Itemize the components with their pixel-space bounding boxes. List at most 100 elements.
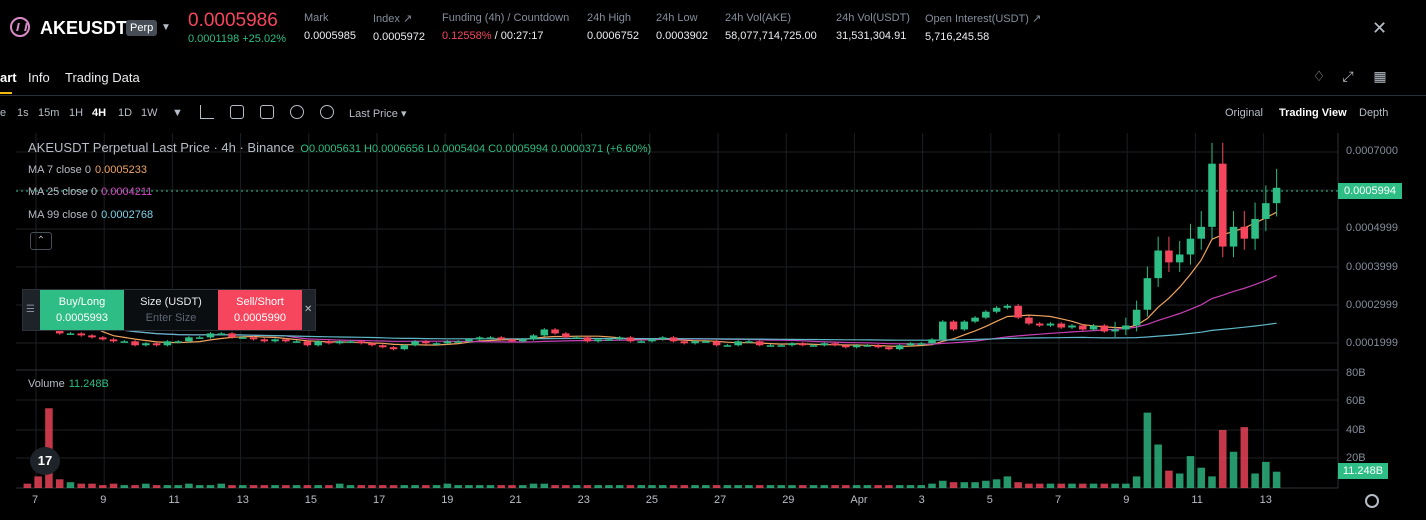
candle-body [475,337,484,340]
close-icon[interactable]: ✕ [1372,18,1388,38]
collapse-legend-button[interactable]: ⌃ [30,232,52,250]
time-axis-label: 13 [1259,494,1272,506]
interval-1h[interactable]: 1H [69,107,84,119]
volume-bar [271,485,279,488]
interval-15m[interactable]: 15m [38,107,60,119]
candle-body [142,343,150,346]
volume-bar [454,485,462,488]
view-trading-view[interactable]: Trading View [1279,107,1347,119]
add-indicator-icon[interactable] [290,105,304,119]
candle-body [852,345,861,348]
candle-body [1229,226,1238,247]
volume-bar [1057,483,1065,488]
candle-body [206,333,215,338]
stat-index[interactable]: Index ↗ 0.0005972 [373,13,425,43]
candle-body [1219,163,1227,247]
expand-icon[interactable]: ⤢ [1342,68,1354,84]
camera-icon[interactable] [260,105,274,119]
candle-body [486,337,495,339]
chart-settings-icon[interactable] [1365,494,1379,508]
candle-body [389,347,398,350]
symbol-dropdown-icon[interactable]: ▼ [161,22,171,33]
chart-legend: AKEUSDT Perpetual Last Price · 4h · Bina… [28,140,651,155]
bell-icon[interactable]: ♢ [1312,68,1326,84]
interval-1w[interactable]: 1W [141,107,158,119]
time-axis-label: 11 [168,494,180,506]
candle-body [282,339,290,342]
candle-body [174,341,182,343]
volume-bar [443,483,452,488]
candle-body [1089,325,1098,330]
symbol-name[interactable]: AKEUSDT [40,18,128,38]
volume-bar [1100,483,1109,488]
candle-body [346,341,355,343]
volume-bar [637,485,645,488]
size-input[interactable]: Size (USDT) Enter Size [124,290,218,330]
volume-axis-label: 80B [1346,367,1366,379]
candle-body [702,341,710,343]
candle-body [960,321,969,330]
candle-type-icon[interactable] [230,105,244,119]
interval-1d[interactable]: 1D [118,107,133,119]
candle-body [949,321,958,330]
interval-1s[interactable]: 1s [17,107,29,119]
stat-24h-low: 24h Low 0.0003902 [656,12,708,42]
candle-body [163,341,172,346]
chart-toolbar: e 1s 15m 1H 4H 1D 1W ▼ Last Price ▾ Orig… [0,104,1426,124]
interval-more-icon[interactable]: ▼ [172,107,183,119]
sell-short-button[interactable]: Sell/Short 0.0005990 [218,290,302,330]
tab-trading-data[interactable]: Trading Data [65,70,140,85]
volume-bar [648,485,656,488]
volume-bar [734,485,742,488]
volume-bar [88,483,96,488]
price-axis-label: 0.0003999 [1346,261,1398,273]
drag-handle-icon[interactable]: ☰ [26,304,35,315]
time-axis-label: 21 [509,494,522,506]
settings-icon[interactable] [320,105,334,119]
volume-bar [788,485,796,488]
candle-body [303,341,312,346]
chart-legend-title: AKEUSDT Perpetual Last Price · 4h · Bina… [28,140,295,155]
candle-body [217,333,225,335]
volume-bar [486,485,495,488]
tradingview-logo-icon[interactable]: 17 [30,447,60,475]
view-original[interactable]: Original [1225,107,1263,119]
candle-body [432,343,441,345]
candle-body [508,339,516,342]
candle-body [820,343,829,346]
volume-bar [605,485,613,488]
volume-bar [1068,483,1076,488]
candle-body [1035,323,1044,326]
candle-body [260,339,269,342]
volume-bar [99,485,107,488]
buy-long-button[interactable]: Buy/Long 0.0005993 [40,290,124,330]
candle-body [292,341,301,343]
volume-bar [519,485,527,488]
candle-body [842,345,850,348]
candle-body [723,345,732,347]
interval-time[interactable]: e [0,107,7,119]
stat-open-interest[interactable]: Open Interest(USDT) ↗ 5,716,245.58 [925,13,1042,43]
tab-info[interactable]: Info [28,70,50,85]
time-axis-label: 19 [441,494,454,506]
volume-bar [239,485,247,488]
stat-funding: Funding (4h) / Countdown 0.12558% / 00:27… [442,12,570,42]
volume-bar [562,485,570,488]
tab-chart[interactable]: art [0,70,17,85]
time-axis-label: 29 [782,494,795,506]
ohlc-values: O0.0005631 H0.0006656 L0.0005404 C0.0005… [300,143,652,155]
interval-4h[interactable]: 4H [92,107,107,119]
volume-bar [379,485,387,488]
layout-grid-icon[interactable]: ▦ [1373,68,1387,84]
candle-body [411,341,419,346]
candle-body [691,341,699,344]
close-panel-icon[interactable]: ✕ [304,304,313,315]
indicator-chart-icon[interactable] [200,105,214,119]
view-depth[interactable]: Depth [1359,107,1389,119]
candle-body [1186,238,1195,255]
price-type-select[interactable]: Last Price ▾ [349,108,407,120]
volume-bar [335,483,344,488]
candle-body [906,343,915,346]
candle-body [1003,305,1012,308]
